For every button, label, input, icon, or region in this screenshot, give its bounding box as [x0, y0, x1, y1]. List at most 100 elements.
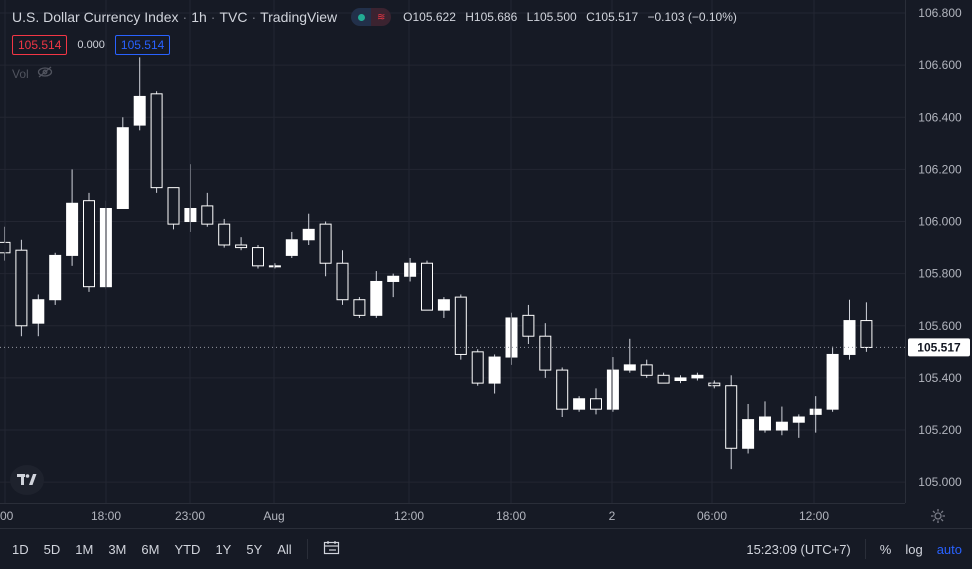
- range-5y-button[interactable]: 5Y: [246, 541, 263, 557]
- time-tick-label: :00: [0, 509, 14, 523]
- date-range-icon[interactable]: [323, 540, 341, 559]
- price-tick-label: 106.000: [918, 215, 962, 229]
- candle: [66, 169, 79, 266]
- candle-body-up: [759, 416, 771, 431]
- candle: [15, 239, 28, 337]
- candle: [590, 388, 602, 415]
- toolbar-divider: [864, 539, 866, 559]
- candle: [370, 271, 383, 318]
- range-1d-button[interactable]: 1D: [12, 541, 29, 557]
- candle: [421, 260, 433, 311]
- candle-body-up: [302, 228, 315, 241]
- candle: [32, 294, 45, 337]
- candle: [150, 91, 163, 193]
- candle-body-down: [421, 262, 433, 311]
- candle-body-down: [640, 364, 653, 376]
- time-tick-label: 12:00: [799, 509, 829, 523]
- high-value: 105.686: [473, 10, 518, 24]
- candle: [252, 244, 264, 269]
- symbol-legend: U.S. Dollar Currency Index · 1h · TVC · …: [12, 8, 743, 26]
- range-5d-button[interactable]: 5D: [43, 541, 61, 557]
- log-scale-toggle[interactable]: log: [905, 541, 923, 557]
- candle-body-down: [657, 374, 670, 384]
- volume-label: Vol: [12, 66, 29, 81]
- interval-label[interactable]: 1h: [191, 9, 207, 25]
- candle-body-down: [522, 314, 535, 337]
- price-tick-label: 105.000: [918, 475, 962, 489]
- range-1y-button[interactable]: 1Y: [215, 541, 232, 557]
- candle: [454, 294, 467, 360]
- candle-body-down: [556, 369, 569, 410]
- candle: [640, 359, 653, 378]
- auto-scale-toggle[interactable]: auto: [936, 541, 962, 557]
- tradingview-logo-icon[interactable]: [10, 465, 44, 495]
- range-3m-button[interactable]: 3M: [108, 541, 127, 557]
- time-tick-label: 2: [609, 509, 616, 523]
- candle-body-down: [167, 187, 180, 225]
- candle-body-up: [116, 127, 129, 209]
- candle-body-up: [66, 202, 79, 256]
- eye-off-icon[interactable]: [37, 66, 53, 81]
- time-tick-label: 18:00: [91, 509, 121, 523]
- symbol-title[interactable]: U.S. Dollar Currency Index: [12, 9, 179, 25]
- candle: [708, 380, 721, 389]
- settings-gear-icon[interactable]: [930, 508, 946, 529]
- candle-body-up: [370, 280, 383, 316]
- candle: [522, 304, 535, 345]
- candle-body-up: [691, 374, 704, 379]
- low-key: L: [526, 10, 534, 24]
- time-tick-label: 23:00: [175, 509, 205, 523]
- sell-button[interactable]: 105.514: [12, 35, 68, 55]
- open-key: O: [403, 10, 413, 24]
- market-status-pill[interactable]: ≋: [351, 8, 392, 26]
- candle-body-up: [49, 254, 62, 301]
- price-axis[interactable]: 106.800 106.600 106.400 106.200 106.000 105.8…: [905, 0, 972, 503]
- candle-body-down: [471, 351, 484, 384]
- candle-body-up: [437, 299, 450, 311]
- candle-body-down: [150, 93, 163, 189]
- clock-timezone[interactable]: 15:23:09 (UTC+7): [746, 541, 851, 557]
- high-key: H: [465, 10, 474, 24]
- time-axis[interactable]: :00 18:00 23:00 Aug 12:00 18:00 2 06:00 12:00: [0, 503, 945, 529]
- candle: [573, 396, 586, 412]
- time-tick-label: 18:00: [496, 509, 526, 523]
- scale-options: 15:23:09 (UTC+7) % log auto: [732, 529, 962, 569]
- candle-body-down: [319, 223, 332, 264]
- candle: [792, 414, 805, 438]
- candle: [606, 357, 619, 412]
- candle-body-up: [268, 265, 281, 268]
- price-tick-label: 105.800: [918, 267, 962, 281]
- candle: [539, 323, 552, 378]
- range-buttons: 1D 5D 1M 3M 6M YTD 1Y 5Y All: [12, 529, 356, 569]
- candle: [302, 213, 315, 245]
- candle: [657, 372, 670, 384]
- chart-pane[interactable]: U.S. Dollar Currency Index · 1h · TVC · …: [0, 0, 905, 503]
- range-ytd-button[interactable]: YTD: [174, 541, 201, 557]
- candle: [556, 367, 569, 417]
- candle-body-down: [252, 247, 264, 267]
- range-1m-button[interactable]: 1M: [75, 541, 94, 557]
- time-scale[interactable]: :00 18:00 23:00 Aug 12:00 18:00 2 06:00 12:00: [0, 504, 905, 529]
- candle: [353, 297, 366, 318]
- candle-body-up: [387, 275, 400, 282]
- candle: [623, 338, 636, 373]
- candle-body-down: [201, 205, 214, 225]
- order-panel: 105.514 0.000 105.514: [12, 35, 171, 55]
- price-tick-label: 105.200: [918, 423, 962, 437]
- candle-body-up: [809, 408, 822, 415]
- candle: [860, 302, 873, 352]
- range-all-button[interactable]: All: [277, 541, 292, 557]
- candle-body-up: [742, 419, 755, 449]
- candle-body-up: [843, 320, 856, 355]
- percent-scale-toggle[interactable]: %: [879, 541, 892, 557]
- price-scale[interactable]: 106.800 106.600 106.400 106.200 106.000 105.8…: [906, 0, 972, 503]
- candlestick-chart[interactable]: [0, 0, 905, 503]
- candle-body-down: [83, 200, 95, 288]
- candle-body-down: [235, 244, 248, 249]
- buy-button[interactable]: 105.514: [114, 35, 171, 55]
- candle-body-down: [353, 299, 366, 316]
- candle-body-up: [606, 369, 619, 410]
- candle: [133, 57, 146, 131]
- candle-body-down: [590, 398, 602, 410]
- range-6m-button[interactable]: 6M: [141, 541, 160, 557]
